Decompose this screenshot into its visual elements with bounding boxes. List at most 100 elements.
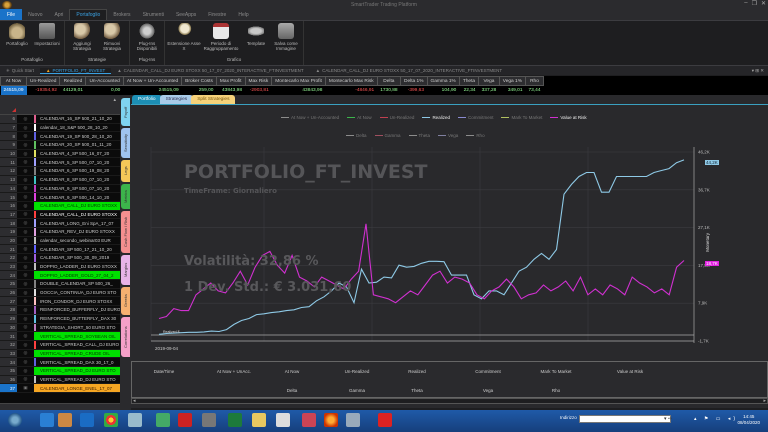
visibility-toggle-icon[interactable]: ◎ — [23, 150, 28, 156]
visibility-toggle-icon[interactable]: ◎ — [23, 280, 28, 286]
side-tab-legs[interactable]: Legs — [121, 160, 130, 182]
summary-col-header[interactable]: Delta — [376, 76, 402, 86]
menu-portafoglio[interactable]: Portafoglio — [69, 9, 108, 20]
strategy-row[interactable]: 22 ◎ CALENDAR_SP 500_30_09_2019 — [0, 254, 120, 263]
summary-col-header[interactable]: At Now — [0, 76, 28, 86]
summary-col-header[interactable]: Un-Accounted — [85, 76, 124, 86]
summary-col-header[interactable]: Montecarlo Max Profit — [271, 76, 326, 86]
strategy-row[interactable]: 30 ◎ STRATEGIA_SHORT_50 EURO STO — [0, 323, 120, 333]
tab-quick-start[interactable]: ✳ Quick Start — [6, 67, 35, 74]
side-tab-margins[interactable]: Margins — [121, 255, 130, 285]
strategy-row[interactable]: 7 ◎ calendar_18_S&P 500_28_10_20 — [0, 123, 120, 133]
menu-file[interactable]: File — [0, 9, 23, 20]
chart-canvas[interactable]: 46,2K 36,7K 27,1K 17,5K 7,9K -1,7K — [131, 95, 768, 361]
window-icon[interactable] — [346, 413, 360, 427]
strategy-row[interactable]: 24 ◎ DOPPIO_LADDER_GOLD_27_04_2 — [0, 271, 120, 281]
legend-item[interactable]: Theta — [408, 133, 430, 138]
firefox-icon[interactable] — [324, 413, 338, 427]
summary-col-header[interactable]: Broker Costs — [181, 76, 217, 86]
visibility-toggle-icon[interactable]: ◎ — [23, 124, 28, 130]
tab-portfolio[interactable]: ▲ PORTFOLIO_FT_INVEST — [40, 67, 112, 74]
visibility-toggle-icon[interactable]: ◎ — [23, 211, 28, 217]
tab-controls[interactable]: ▾ ⊞ ✕ — [751, 67, 764, 73]
strategy-row[interactable]: 12 ◎ CALENDAR_6_SP 500_19_08_20 — [0, 167, 120, 176]
strategy-row[interactable]: 35 ◎ VERTICAL_SPREAD_DJ EURO STO — [0, 366, 120, 376]
tab-calendar-call-2[interactable]: ▲ CALENDAR_CALL_DJ EURO STOXX 50_17_07_20… — [315, 68, 503, 73]
legend-item[interactable]: At Now — [347, 115, 372, 120]
scroll-left-icon[interactable]: ◂ — [133, 398, 136, 404]
strategy-row[interactable]: 25 ◎ DOUBLE_CALENDAR_SP 500_26_ — [0, 280, 120, 289]
visibility-toggle-icon[interactable]: ◎ — [23, 185, 28, 191]
scroll-right-icon[interactable]: ▸ — [763, 398, 766, 404]
plugins-button[interactable]: Plug-Ins Disponibili — [132, 21, 162, 57]
ie-icon[interactable] — [40, 413, 54, 427]
aggiungi-strategia-button[interactable]: Aggiungi Strategia — [67, 21, 97, 57]
legend-item[interactable]: Un-Realized — [379, 115, 414, 120]
side-tab-greeks[interactable]: Greeks — [121, 287, 130, 315]
strategy-row[interactable]: 23 ◎ DOPPIO_LADDER_DJ EURO STOXX — [0, 262, 120, 272]
menu-finestre[interactable]: Finestre — [208, 11, 227, 18]
chrome-icon[interactable] — [104, 413, 118, 427]
visibility-toggle-icon[interactable]: ◎ — [23, 289, 28, 295]
summary-col-header[interactable]: Un-Realized — [26, 76, 61, 86]
menu-brokers[interactable]: Brokers — [113, 11, 131, 18]
minimize-button[interactable]: – — [744, 0, 748, 6]
strategy-list-hscroll[interactable] — [0, 403, 120, 410]
strategy-row[interactable]: 6 ◎ CALENDAR_16_SP 500_21_10_20 — [0, 115, 120, 124]
visibility-toggle-icon[interactable]: ◎ — [23, 202, 28, 208]
visibility-toggle-icon[interactable]: ◎ — [23, 324, 28, 330]
strategy-row[interactable]: 10 ◎ CALENDAR_4_SP 500_16_07_20 — [0, 149, 120, 159]
tab-split-strategies[interactable]: Split Strategies — [191, 95, 236, 104]
summary-col-header[interactable]: Max Profit — [215, 76, 246, 86]
visibility-toggle-icon[interactable]: ◎ — [23, 333, 28, 339]
summary-col-header[interactable]: Delta 1% — [400, 76, 428, 86]
menu-nuovo[interactable]: Nuovo — [28, 11, 43, 18]
strategy-row[interactable]: 16 ◎ CALENDAR_CALL_DJ EURO STOXX — [0, 201, 120, 211]
visibility-toggle-icon[interactable]: ◎ — [23, 133, 28, 139]
visibility-toggle-icon[interactable]: ◎ — [23, 359, 28, 365]
legend-item[interactable]: Gamma — [374, 133, 401, 138]
menu-seeapps[interactable]: SeeApps — [175, 11, 197, 18]
menu-strumenti[interactable]: Strumenti — [142, 11, 164, 18]
visibility-toggle-icon[interactable]: ◎ — [23, 246, 28, 252]
side-tab-correlations[interactable]: Correlations — [121, 317, 130, 357]
strategy-row[interactable]: 15 ◎ CALENDAR_9_SP 500_14_10_20 — [0, 193, 120, 202]
estensione-asse-x-button[interactable]: Estensione Asse X — [167, 21, 201, 57]
legend-item[interactable]: Vega — [438, 133, 458, 138]
visibility-toggle-icon[interactable]: ◎ — [23, 115, 28, 121]
summary-col-header[interactable]: Gamma 1% — [426, 76, 460, 86]
side-tab-metrics[interactable]: Metrics — [121, 184, 130, 209]
strategy-row[interactable]: 19 ◎ CALENDAR_REV_DJ EURO STOXX — [0, 227, 120, 237]
visibility-toggle-icon[interactable]: ◎ — [23, 376, 28, 382]
visibility-toggle-icon[interactable]: ◎ — [23, 228, 28, 234]
legend-item[interactable]: Value at Risk — [550, 115, 587, 120]
impostazioni-button[interactable]: Impostazioni — [32, 21, 62, 57]
visibility-toggle-icon[interactable]: ◎ — [23, 176, 28, 182]
strategy-row[interactable]: 9 ◎ CALENDAR_20_SP 500_01_11_20 — [0, 141, 120, 150]
outlook-icon[interactable] — [80, 413, 94, 427]
legend-item[interactable]: Commitment — [457, 115, 493, 120]
legend-item[interactable]: Mark To Market — [501, 115, 542, 120]
strategy-row[interactable]: 26 ◎ GOCCIA_CONTINUA_DJ EURO STO — [0, 288, 120, 298]
legend-item[interactable]: Realized — [422, 115, 450, 120]
strategy-row[interactable]: 34 ◎ VERTICAL_SPREAD_DAX 30_17_0 — [0, 358, 120, 367]
strategy-row[interactable]: 8 ◎ CALENDAR_19_SP 500_28_10_20 — [0, 132, 120, 142]
strategy-row[interactable]: 11 ◎ CALENDAR_5_SP 500_07_10_20 — [0, 158, 120, 168]
summary-col-header[interactable]: Vega — [478, 76, 500, 86]
tab-calendar-call-1[interactable]: ▲ CALENDAR_CALL_DJ EURO STOXX 50_17_07_20… — [117, 68, 304, 73]
rimuovi-strategia-button[interactable]: Rimuovi Strategia — [97, 21, 127, 57]
visibility-toggle-icon[interactable]: ◎ — [23, 194, 28, 200]
visibility-toggle-icon[interactable]: ◎ — [23, 263, 28, 269]
side-tab-cash-flow-risk[interactable]: Cash Flow / Risk — [121, 211, 130, 253]
strategy-row[interactable]: 20 ◎ calendar_secondo_webinar03 EUR — [0, 236, 120, 246]
visibility-toggle-icon[interactable]: ◎ — [23, 254, 28, 260]
strategy-row[interactable]: 21 ◎ CALENDAR_SP 500_17_21_10_20 — [0, 245, 120, 254]
remote-desktop-icon[interactable] — [156, 413, 170, 427]
summary-col-header[interactable]: Max Risk — [244, 76, 273, 86]
acrobat-icon[interactable] — [378, 413, 392, 427]
legend-item[interactable]: Delta — [346, 133, 367, 138]
windows-start-icon[interactable] — [8, 413, 22, 427]
strategy-row[interactable]: 18 ◎ CALENDAR_LONG_Eni SpA_17_07 — [0, 219, 120, 228]
address-go-icon[interactable]: ▾ ⇨ — [664, 416, 673, 422]
clock[interactable]: 14:45 08/04/2020 — [737, 414, 760, 425]
